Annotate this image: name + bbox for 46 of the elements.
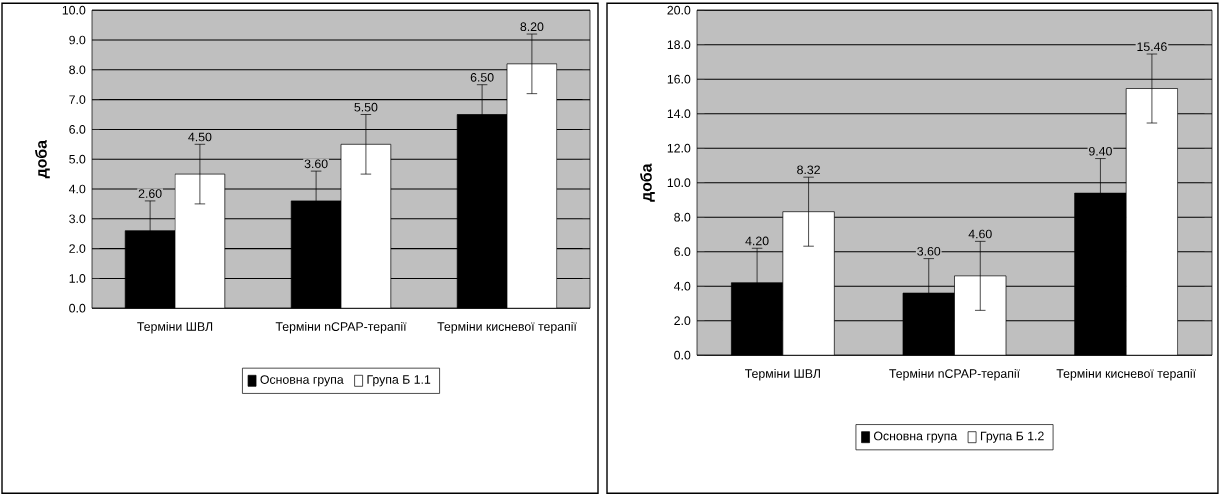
y-tick-label: 0.0 xyxy=(69,303,86,313)
y-tick-label: 8.0 xyxy=(674,212,691,222)
data-label: 4.50 xyxy=(188,132,212,142)
data-label: 4.20 xyxy=(745,236,769,246)
x-tick-label: Терміни ШВЛ xyxy=(137,321,213,334)
y-tick-label: 8.0 xyxy=(69,65,86,75)
y-tick-label: 5.0 xyxy=(69,154,86,164)
legend-label: Основна група xyxy=(260,375,344,387)
legend-label: Група Б 1.1 xyxy=(367,375,431,387)
x-tick-label: Терміни кисневої терапії xyxy=(1056,368,1196,381)
data-label: 9.40 xyxy=(1089,146,1112,156)
x-tick-label: Терміни ШВЛ xyxy=(745,368,820,381)
y-tick-label: 7.0 xyxy=(69,95,86,104)
data-label: 15.46 xyxy=(1137,42,1167,51)
x-tick-label: Терміни nCPAP-терапії xyxy=(889,368,1020,381)
y-tick-label: 6.0 xyxy=(674,247,691,256)
y-tick-label: 9.0 xyxy=(69,35,86,45)
data-label: 8.32 xyxy=(797,165,820,175)
data-label: 5.50 xyxy=(354,102,378,112)
y-tick-label: 16.0 xyxy=(667,74,691,84)
y-tick-label: 4.0 xyxy=(673,281,691,291)
y-tick-label: 4.0 xyxy=(68,184,86,194)
data-label: 3.60 xyxy=(917,246,941,256)
y-axis-title: доба xyxy=(35,139,50,179)
y-tick-label: 12.0 xyxy=(667,143,691,153)
data-label: 6.50 xyxy=(470,72,494,82)
y-tick-label: 3.0 xyxy=(69,214,86,224)
y-tick-label: 10.0 xyxy=(62,5,86,15)
data-label: 3.60 xyxy=(304,159,328,169)
y-tick-label: 6.0 xyxy=(69,124,86,134)
legend-label: Група Б 1.2 xyxy=(980,431,1044,443)
data-label: 2.60 xyxy=(138,189,162,198)
data-label: 8.20 xyxy=(520,22,544,31)
y-tick-label: 2.0 xyxy=(69,244,86,253)
y-axis-title: доба xyxy=(640,163,655,202)
x-tick-label: Терміни nCPAP-терапії xyxy=(275,321,407,334)
y-tick-label: 14.0 xyxy=(667,109,691,118)
y-tick-label: 0.0 xyxy=(674,350,691,360)
y-tick-label: 1.0 xyxy=(69,273,86,283)
data-label: 4.60 xyxy=(968,229,992,239)
x-tick-label: Терміни кисневої терапії xyxy=(437,321,577,334)
y-tick-label: 18.0 xyxy=(667,40,691,49)
y-tick-label: 2.0 xyxy=(674,316,691,325)
legend-label: Основна група xyxy=(873,431,958,443)
y-tick-label: 20.0 xyxy=(667,5,691,15)
y-tick-label: 10.0 xyxy=(667,178,691,187)
